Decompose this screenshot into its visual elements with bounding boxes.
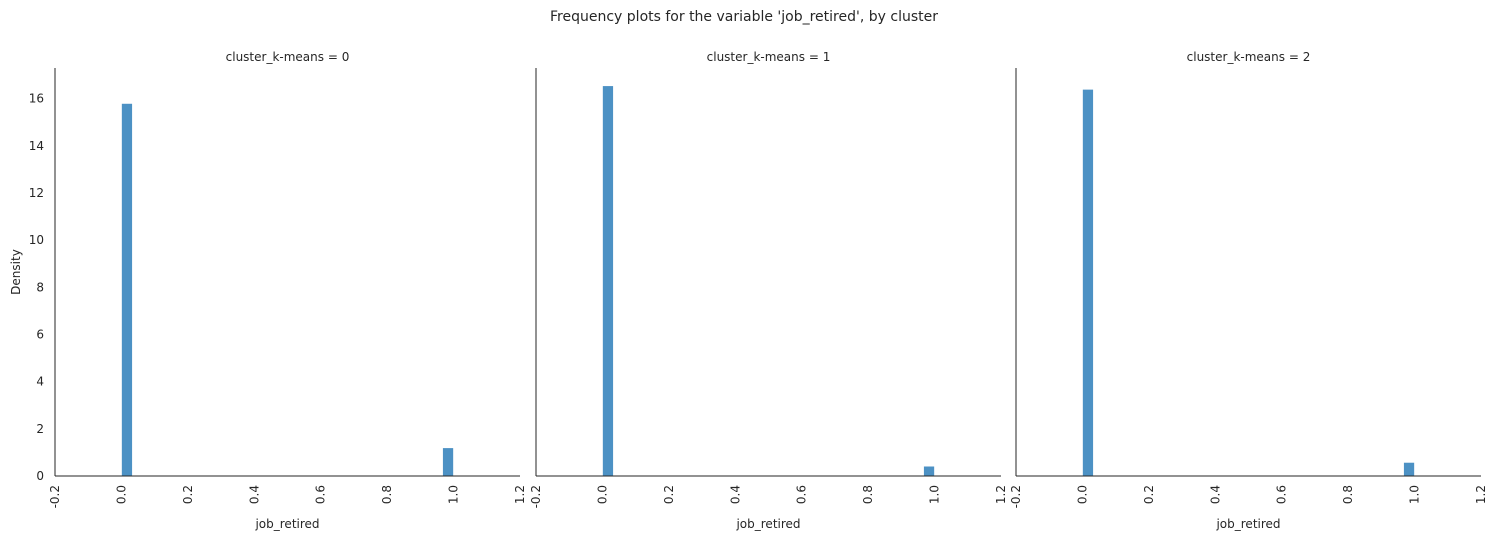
panel-title-1: cluster_k-means = 1 (707, 50, 831, 64)
chart-title: Frequency plots for the variable 'job_re… (550, 9, 938, 25)
y-tick-label-5: 10 (29, 233, 44, 247)
panel-title-2: cluster_k-means = 2 (1187, 50, 1311, 64)
x-tick-label-0-7: 1.2 (513, 485, 527, 504)
x-tick-label-2-1: 0.0 (1075, 485, 1089, 504)
histogram-bar-2-1 (1403, 461, 1415, 477)
y-tick-label-3: 6 (36, 327, 44, 341)
histogram-bar-0-1 (442, 447, 454, 477)
x-axis-label-2: job_retired (1215, 517, 1280, 531)
x-tick-label-1-2: 0.2 (662, 485, 676, 504)
histogram-bar-1-0 (602, 85, 614, 477)
histogram-bar-0-0 (121, 102, 133, 477)
x-tick-label-1-7: 1.2 (994, 485, 1008, 504)
y-tick-label-6: 12 (29, 186, 44, 200)
histogram-bar-1-1 (923, 465, 935, 477)
x-tick-label-2-4: 0.6 (1275, 485, 1289, 504)
x-tick-label-2-7: 1.2 (1474, 485, 1488, 504)
x-tick-label-1-6: 1.0 (928, 485, 942, 504)
x-tick-label-1-0: -0.2 (529, 485, 543, 508)
y-tick-label-4: 8 (36, 280, 44, 294)
x-tick-label-2-2: 0.2 (1142, 485, 1156, 504)
y-tick-label-0: 0 (36, 469, 44, 483)
x-tick-label-2-0: -0.2 (1009, 485, 1023, 508)
x-tick-label-0-4: 0.6 (314, 485, 328, 504)
x-tick-label-1-3: 0.4 (728, 485, 742, 504)
x-axis-label-1: job_retired (735, 517, 800, 531)
x-axis-label-0: job_retired (254, 517, 319, 531)
y-axis-label: Density (9, 249, 23, 295)
x-tick-label-1-1: 0.0 (595, 485, 609, 504)
x-tick-label-0-6: 1.0 (447, 485, 461, 504)
x-tick-label-2-6: 1.0 (1408, 485, 1422, 504)
x-tick-label-0-1: 0.0 (114, 485, 128, 504)
x-tick-label-2-5: 0.8 (1341, 485, 1355, 504)
histogram-bar-2-0 (1082, 88, 1094, 477)
x-tick-label-0-0: -0.2 (48, 485, 62, 508)
x-tick-label-1-4: 0.6 (795, 485, 809, 504)
y-tick-label-1: 2 (36, 422, 44, 436)
panel-title-0: cluster_k-means = 0 (226, 50, 350, 64)
x-tick-label-0-3: 0.4 (247, 485, 261, 504)
y-tick-label-8: 16 (29, 92, 44, 106)
x-tick-label-0-5: 0.8 (380, 485, 394, 504)
x-tick-label-2-3: 0.4 (1208, 485, 1222, 504)
y-tick-label-7: 14 (29, 139, 44, 153)
x-tick-label-1-5: 0.8 (861, 485, 875, 504)
y-tick-label-2: 4 (36, 375, 44, 389)
x-tick-label-0-2: 0.2 (181, 485, 195, 504)
